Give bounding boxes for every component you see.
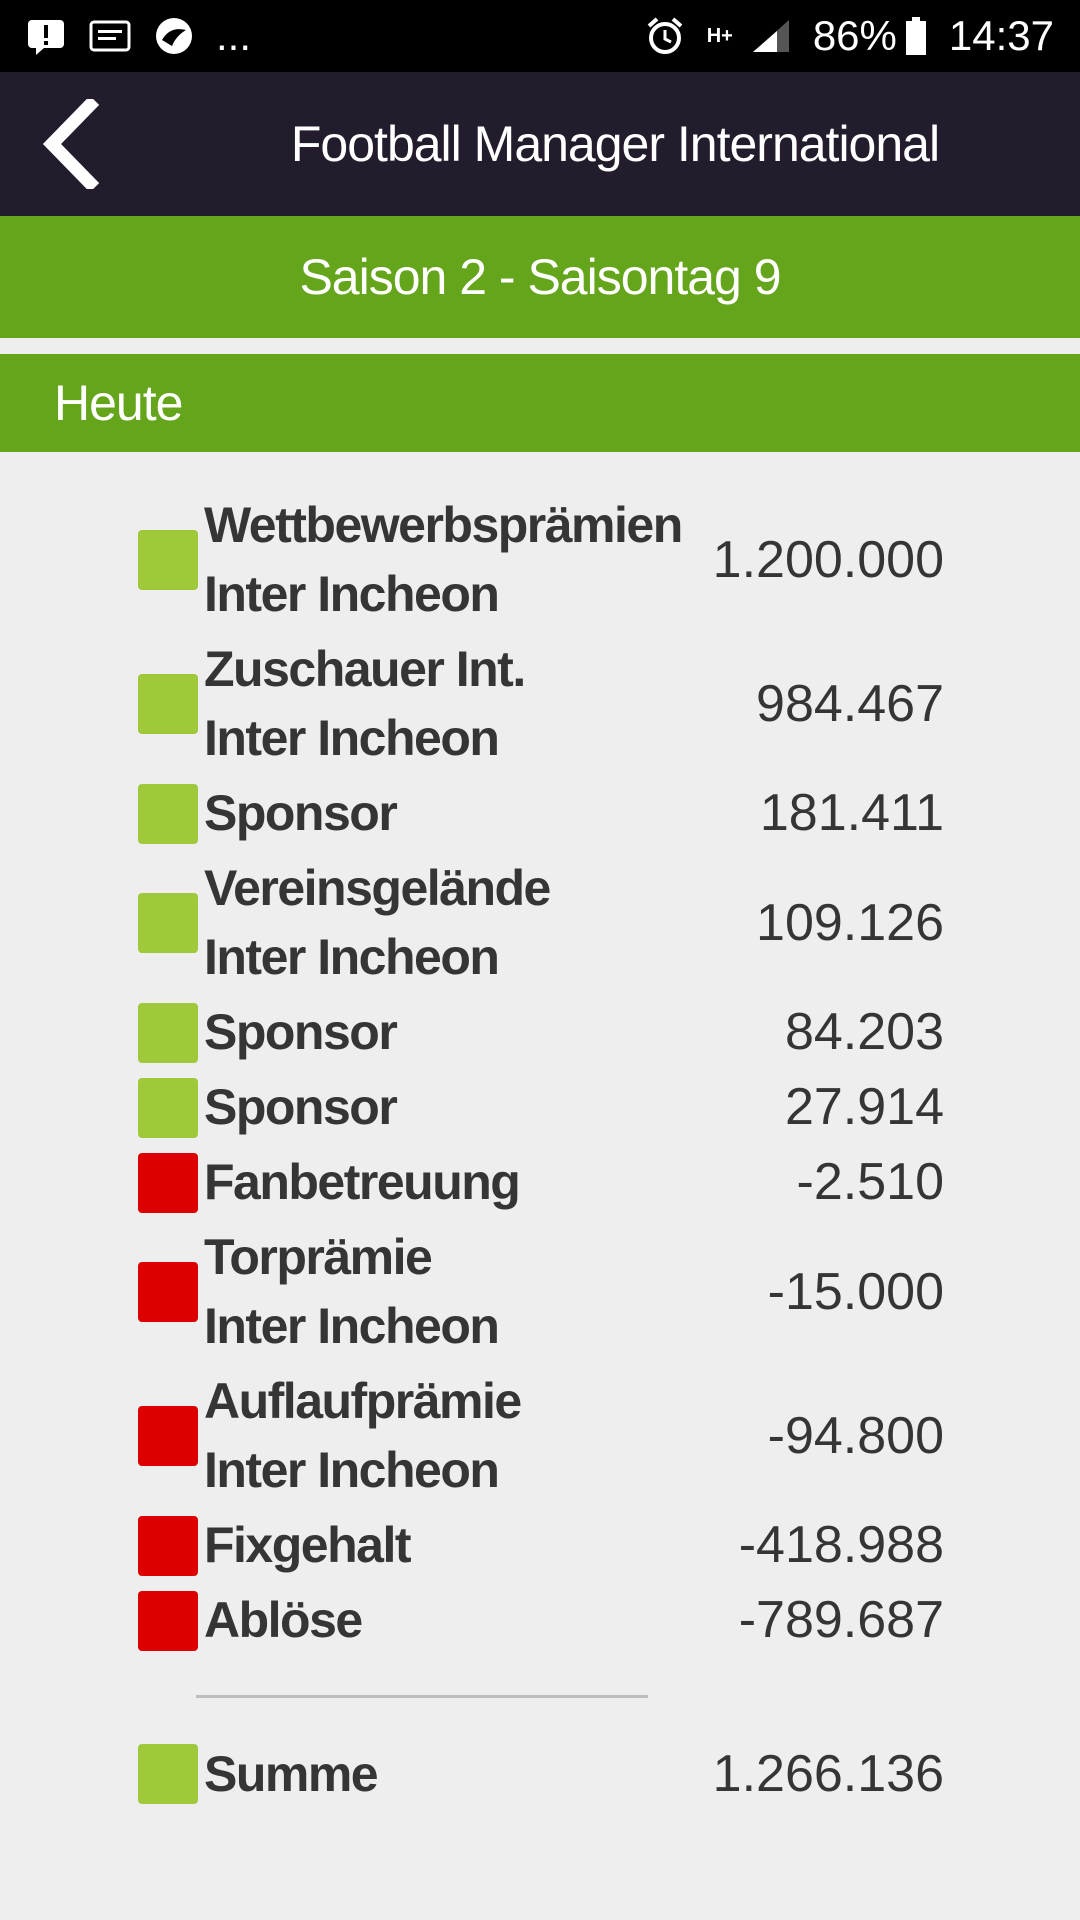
network-type: H+	[706, 25, 733, 47]
more-notifications: ...	[216, 12, 252, 59]
finance-row: Zuschauer Int. Inter Incheon 984.467	[138, 635, 944, 773]
income-indicator-square	[138, 674, 198, 734]
finance-row-amount: 181.411	[759, 784, 944, 842]
total-amount: 1.266.136	[712, 1745, 944, 1803]
alert-icon	[26, 16, 66, 56]
alarm-icon	[645, 16, 685, 56]
finance-row-label: Sponsor	[204, 1079, 398, 1135]
finance-row: Sponsor 27.914	[138, 1073, 944, 1142]
app-title: Football Manager International	[290, 116, 940, 172]
finance-row-sublabel: Inter Incheon	[204, 566, 500, 622]
finance-row-amount: -94.800	[767, 1406, 944, 1465]
chevron-left-icon	[42, 99, 100, 189]
section-header-today: Heute	[0, 354, 1080, 452]
finance-row: Fixgehalt -418.988	[138, 1511, 944, 1580]
finance-row-label: Zuschauer Int.	[204, 641, 526, 697]
note-icon	[88, 18, 132, 54]
app-icon	[154, 16, 194, 56]
total-row: Summe 1.266.136	[138, 1740, 944, 1809]
finance-row-label: Fanbetreuung	[204, 1154, 521, 1210]
signal-icon	[751, 18, 791, 54]
finance-row-amount: 27.914	[784, 1078, 944, 1136]
finance-row-label: Torprämie	[204, 1229, 433, 1285]
total-label: Summe	[204, 1746, 379, 1802]
income-indicator-square	[138, 1077, 198, 1138]
finance-row-amount: -15.000	[767, 1262, 944, 1321]
battery-icon	[905, 16, 927, 56]
finance-row-amount: -789.687	[738, 1591, 944, 1649]
finance-row-amount: -2.510	[796, 1153, 944, 1211]
finance-row-sublabel: Inter Incheon	[204, 1442, 500, 1498]
season-header: Saison 2 - Saisontag 9	[0, 216, 1080, 338]
expense-indicator-square	[138, 1590, 198, 1651]
finance-row: Vereinsgelände Inter Incheon 109.126	[138, 854, 944, 992]
finance-row-label: Wettbewerbsprämien	[204, 497, 683, 553]
expense-indicator-square	[138, 1515, 198, 1576]
finance-row-label: Sponsor	[204, 785, 398, 841]
finance-row: Torprämie Inter Incheon -15.000	[138, 1223, 944, 1361]
finance-row: Sponsor 84.203	[138, 998, 944, 1067]
status-bar-notifications: ...	[26, 0, 251, 72]
finance-row-amount: 984.467	[756, 674, 944, 733]
app-toolbar: Football Manager International	[0, 72, 1080, 216]
income-indicator-square	[138, 530, 198, 590]
finance-row: Auflaufprämie Inter Incheon -94.800	[138, 1367, 944, 1505]
status-bar: ... H+ 86% 14:37	[0, 0, 1080, 72]
finance-row-sublabel: Inter Incheon	[204, 929, 500, 985]
finance-row-sublabel: Inter Incheon	[204, 1298, 500, 1354]
expense-indicator-square	[138, 1406, 198, 1466]
finance-row-label: Ablöse	[204, 1592, 363, 1648]
finance-row: Sponsor 181.411	[138, 779, 944, 848]
finance-row-amount: 1.200.000	[712, 530, 944, 589]
finance-row-label: Fixgehalt	[204, 1517, 411, 1573]
clock: 14:37	[948, 12, 1054, 59]
status-bar-system: H+ 86% 14:37	[645, 0, 1054, 72]
income-indicator-square	[138, 893, 198, 953]
income-indicator-square	[138, 1002, 198, 1063]
finance-row-amount: -418.988	[738, 1516, 944, 1574]
total-indicator-square	[138, 1744, 198, 1804]
finance-row: Wettbewerbsprämien Inter Incheon 1.200.000	[138, 491, 944, 629]
finance-row-label: Auflaufprämie	[204, 1373, 522, 1429]
finance-row-amount: 84.203	[784, 1003, 944, 1061]
sum-divider	[196, 1695, 648, 1698]
income-indicator-square	[138, 783, 198, 844]
finance-row-amount: 109.126	[756, 893, 944, 952]
finance-row: Ablöse -789.687	[138, 1586, 944, 1655]
expense-indicator-square	[138, 1262, 198, 1322]
finance-row-label: Sponsor	[204, 1004, 398, 1060]
back-button[interactable]	[30, 99, 110, 189]
finance-row-sublabel: Inter Incheon	[204, 710, 500, 766]
finance-row-label: Vereinsgelände	[204, 860, 551, 916]
finance-row: Fanbetreuung -2.510	[138, 1148, 944, 1217]
battery-percent: 86%	[812, 12, 897, 59]
expense-indicator-square	[138, 1152, 198, 1213]
